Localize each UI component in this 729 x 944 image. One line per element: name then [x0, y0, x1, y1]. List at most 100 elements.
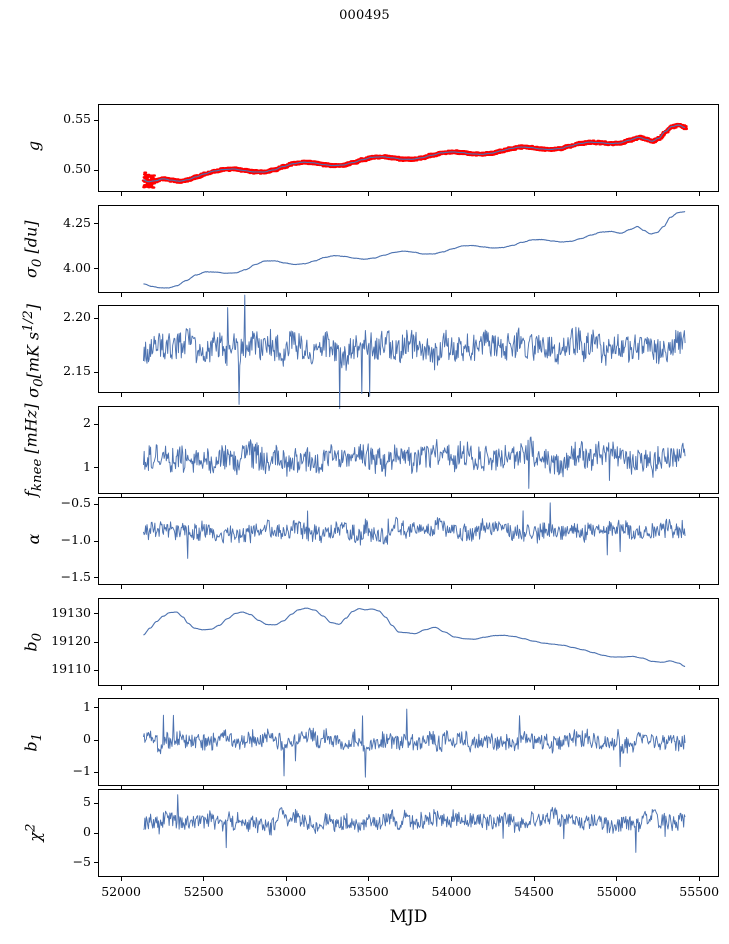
y-tick-label-b1: −1 — [72, 763, 91, 779]
x-tick-mark — [698, 585, 700, 589]
y-tick-mark-fknee — [94, 467, 98, 469]
x-tick-mark — [285, 192, 287, 196]
figure-title: 000495 — [339, 8, 390, 23]
x-tick-mark — [203, 293, 205, 297]
y-tick-label-gain: 0.50 — [63, 161, 91, 176]
data-line-b0 — [143, 608, 685, 666]
x-tick-mark — [120, 877, 122, 881]
y-tick-mark-chi2 — [94, 802, 98, 804]
x-tick-label: 53500 — [348, 884, 389, 899]
x-tick-mark — [203, 192, 205, 196]
x-tick-mark — [285, 786, 287, 790]
x-tick-mark — [120, 293, 122, 297]
plot-panel-alpha — [98, 497, 719, 585]
x-tick-mark — [616, 686, 618, 690]
x-tick-mark — [450, 494, 453, 498]
y-tick-label-chi2: 5 — [83, 794, 91, 810]
y-tick-mark-b1 — [94, 739, 98, 741]
x-tick-mark — [533, 192, 535, 196]
plot-panel-sigma0_mk — [98, 305, 719, 393]
y-tick-label-b0: 19110 — [51, 661, 91, 677]
data-line-b1 — [143, 709, 685, 777]
x-tick-mark — [616, 494, 618, 498]
scatter-markers-gain — [141, 122, 689, 189]
x-tick-mark — [533, 494, 535, 498]
plot-panel-fknee — [98, 406, 719, 494]
x-tick-mark — [450, 877, 453, 881]
y-tick-label-b0: 19120 — [51, 633, 91, 648]
series-canvas-gain — [141, 122, 689, 189]
y-tick-mark-chi2 — [94, 832, 98, 834]
x-tick-mark — [120, 686, 122, 690]
x-tick-label: 52000 — [101, 884, 141, 899]
y-tick-mark-b0 — [94, 669, 98, 671]
data-line-gain — [143, 125, 685, 182]
series-canvas-fknee — [99, 407, 718, 493]
data-line-alpha — [143, 503, 685, 558]
data-line-chi2 — [143, 795, 685, 853]
x-tick-mark — [368, 877, 370, 881]
x-tick-mark — [616, 192, 618, 196]
y-tick-label-alpha: −1.5 — [60, 568, 91, 584]
x-tick-mark — [616, 393, 618, 397]
x-tick-mark — [203, 494, 205, 498]
x-tick-mark — [616, 585, 618, 589]
y-tick-label-fknee: 2 — [83, 415, 91, 431]
x-tick-mark — [450, 393, 453, 397]
x-tick-mark — [533, 585, 535, 589]
x-tick-mark — [616, 877, 618, 881]
y-tick-label-sigma0_mk: 2.20 — [63, 309, 91, 325]
data-line-sigma0_mk — [143, 295, 685, 409]
series-canvas-sigma0_du — [99, 206, 718, 292]
y-tick-label-sigma0_du: 4.25 — [63, 214, 91, 230]
y-tick-label-sigma0_mk: 2.15 — [63, 363, 91, 379]
y-tick-label-b0: 19130 — [51, 604, 91, 620]
x-tick-label: 52500 — [183, 884, 224, 899]
y-tick-mark-sigma0_mk — [94, 371, 98, 373]
y-tick-mark-b1 — [94, 707, 98, 709]
y-tick-mark-alpha — [94, 540, 98, 542]
x-tick-mark — [533, 686, 535, 690]
plot-panel-b0 — [98, 598, 719, 686]
x-tick-label: 55500 — [679, 884, 720, 899]
x-axis-label: MJD — [389, 907, 428, 927]
x-tick-mark — [533, 786, 535, 790]
y-tick-label-gain: 0.55 — [63, 111, 91, 126]
y-tick-mark-sigma0_du — [94, 223, 98, 225]
y-tick-mark-b0 — [94, 613, 98, 615]
series-canvas-chi2 — [99, 790, 718, 876]
y-tick-mark-gain — [94, 169, 98, 171]
y-tick-mark-alpha — [94, 577, 98, 579]
x-tick-label: 54000 — [431, 884, 472, 899]
x-tick-mark — [203, 585, 205, 589]
x-tick-label: 53000 — [266, 884, 307, 899]
x-tick-mark — [698, 786, 700, 790]
data-line-sigma0_du — [143, 212, 685, 288]
plot-panel-b1 — [98, 698, 719, 786]
x-tick-mark — [450, 686, 453, 690]
x-tick-mark — [698, 686, 700, 690]
x-tick-mark — [368, 585, 370, 589]
x-tick-mark — [698, 393, 700, 397]
x-tick-mark — [450, 786, 453, 790]
y-tick-label-sigma0_du: 4.00 — [63, 259, 91, 275]
series-canvas-b1 — [99, 699, 718, 785]
x-tick-label: 54500 — [514, 884, 554, 899]
x-tick-mark — [203, 393, 205, 397]
y-tick-mark-fknee — [94, 423, 98, 425]
y-tick-label-b1: 1 — [83, 698, 91, 714]
series-canvas-b0 — [99, 599, 718, 685]
x-tick-mark — [120, 393, 122, 397]
x-tick-mark — [285, 877, 287, 881]
y-axis-label-chi2: χ2 — [23, 823, 45, 842]
x-tick-mark — [368, 494, 370, 498]
x-tick-mark — [698, 192, 700, 196]
x-tick-mark — [285, 293, 287, 297]
x-tick-mark — [368, 192, 370, 196]
y-tick-mark-chi2 — [94, 862, 98, 864]
data-line-fknee — [143, 437, 685, 488]
y-tick-label-alpha: −0.5 — [60, 495, 91, 511]
x-tick-mark — [203, 786, 205, 790]
x-tick-mark — [285, 686, 287, 690]
